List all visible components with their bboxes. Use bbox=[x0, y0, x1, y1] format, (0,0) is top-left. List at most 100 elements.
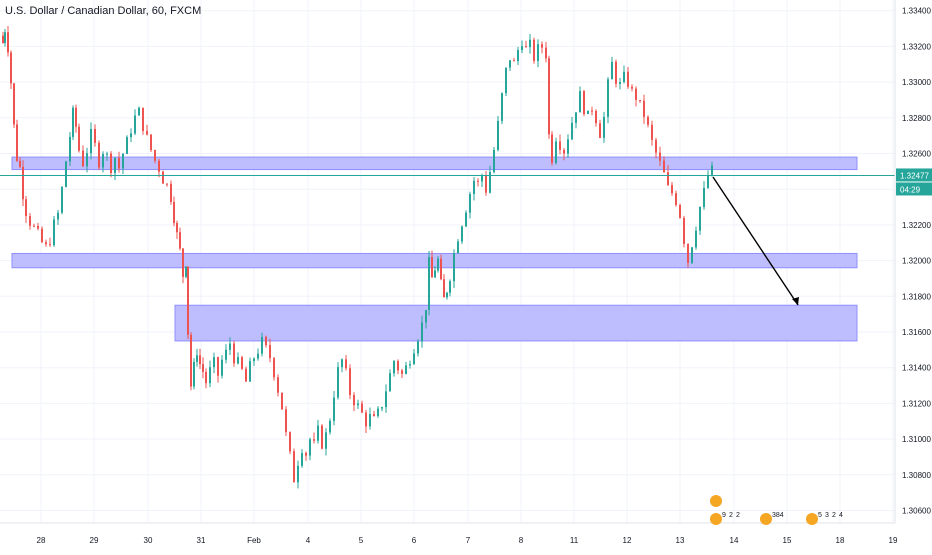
economic-events[interactable]: 9 2 2 384 5 3 2 4 bbox=[710, 495, 843, 525]
candle-body bbox=[695, 230, 697, 248]
x-tick-label: 11 bbox=[570, 536, 579, 545]
candle-body bbox=[548, 58, 550, 135]
candle-body bbox=[446, 292, 448, 298]
candle-body bbox=[551, 134, 553, 163]
time-axis[interactable]: 28 29 30 31 Feb 4 5 6 7 8 11 12 13 14 15 18 19 bbox=[0, 522, 898, 545]
candle-body bbox=[373, 414, 375, 417]
trend-arrow-head bbox=[792, 297, 799, 305]
candle-body bbox=[185, 266, 187, 277]
candle-body bbox=[61, 187, 63, 213]
candles bbox=[2, 25, 713, 489]
zone-rect[interactable] bbox=[174, 304, 858, 342]
candle-body bbox=[428, 257, 430, 310]
candle-body bbox=[365, 412, 367, 427]
candle-body bbox=[615, 61, 617, 84]
us-flag-icon[interactable] bbox=[760, 513, 772, 525]
candle-body bbox=[289, 432, 291, 452]
candle-body bbox=[154, 150, 156, 161]
candle-body bbox=[199, 355, 201, 365]
candle-body bbox=[529, 39, 531, 48]
countdown-badge bbox=[896, 182, 932, 196]
candle-body bbox=[481, 175, 483, 182]
candle-body bbox=[202, 364, 204, 372]
trend-arrow[interactable] bbox=[712, 176, 799, 306]
candle-body bbox=[583, 91, 585, 114]
candle-body bbox=[118, 157, 120, 169]
candle-body bbox=[417, 341, 419, 354]
candle-body bbox=[337, 367, 339, 398]
support-resistance-zones[interactable] bbox=[11, 156, 858, 342]
candle-body bbox=[361, 403, 363, 413]
us-flag-icon[interactable] bbox=[806, 513, 818, 525]
candle-body bbox=[385, 391, 387, 408]
candle-body bbox=[683, 217, 685, 244]
candle-body bbox=[277, 377, 279, 393]
candle-body bbox=[509, 60, 511, 68]
candle-body bbox=[94, 128, 96, 143]
y-tick-label: 1.32800 bbox=[902, 114, 931, 123]
trend-annotations[interactable] bbox=[0, 174, 895, 306]
x-tick-label: 7 bbox=[466, 536, 471, 545]
candle-body bbox=[213, 357, 215, 368]
candle-body bbox=[190, 334, 192, 387]
candle-body bbox=[465, 212, 467, 227]
candle-body bbox=[225, 349, 227, 360]
x-tick-label: 28 bbox=[37, 536, 46, 545]
x-tick-label: 30 bbox=[144, 536, 153, 545]
candle-body bbox=[293, 451, 295, 483]
candle-body bbox=[413, 353, 415, 365]
candle-body bbox=[675, 193, 677, 205]
candle-body bbox=[591, 110, 593, 112]
candle-body bbox=[567, 139, 569, 154]
candle-body bbox=[25, 199, 27, 217]
candle-body bbox=[273, 358, 275, 378]
candle-body bbox=[703, 187, 705, 207]
candle-body bbox=[469, 194, 471, 213]
candle-body bbox=[457, 241, 459, 254]
zone-rect[interactable] bbox=[11, 252, 858, 269]
candle-body bbox=[309, 439, 311, 456]
candle-body bbox=[130, 133, 132, 138]
candle-body bbox=[106, 153, 108, 155]
event-count-label: 2 bbox=[736, 512, 740, 519]
candle-body bbox=[2, 35, 4, 43]
y-tick-label: 1.30800 bbox=[902, 471, 931, 480]
us-flag-icon[interactable] bbox=[710, 513, 722, 525]
zone-rect[interactable] bbox=[11, 156, 858, 171]
candle-body bbox=[229, 343, 231, 350]
candle-body bbox=[209, 367, 211, 384]
candle-body bbox=[193, 361, 195, 387]
candle-body bbox=[397, 361, 399, 371]
x-tick-label: 15 bbox=[783, 536, 792, 545]
candle-body bbox=[10, 52, 12, 84]
candle-body bbox=[453, 253, 455, 282]
candle-body bbox=[37, 226, 39, 229]
candle-body bbox=[349, 368, 351, 396]
candle-body bbox=[146, 130, 148, 135]
y-tick-label: 1.30600 bbox=[902, 507, 931, 516]
x-tick-label: 14 bbox=[730, 536, 739, 545]
candle-body bbox=[269, 345, 271, 359]
candle-body bbox=[57, 212, 59, 220]
candle-body bbox=[579, 91, 581, 113]
price-axis[interactable]: 1.33400 1.33200 1.33000 1.32800 1.32600 1.324… bbox=[894, 0, 932, 523]
candle-body bbox=[321, 425, 323, 449]
x-tick-label: 8 bbox=[519, 536, 524, 545]
candle-body bbox=[7, 32, 9, 53]
candle-body bbox=[437, 258, 439, 271]
canada-flag-icon[interactable] bbox=[710, 495, 722, 507]
candle-body bbox=[245, 368, 247, 382]
candle-body bbox=[237, 357, 239, 364]
candle-body bbox=[440, 258, 442, 280]
candle-body bbox=[521, 46, 523, 51]
candle-body bbox=[461, 226, 463, 242]
y-tick-label: 1.31400 bbox=[902, 364, 931, 373]
candle-body bbox=[4, 32, 6, 43]
candle-body bbox=[434, 270, 436, 278]
candle-body bbox=[369, 414, 371, 427]
candle-body bbox=[205, 371, 207, 384]
y-tick-label: 1.31000 bbox=[902, 435, 931, 444]
candle-body bbox=[325, 432, 327, 449]
